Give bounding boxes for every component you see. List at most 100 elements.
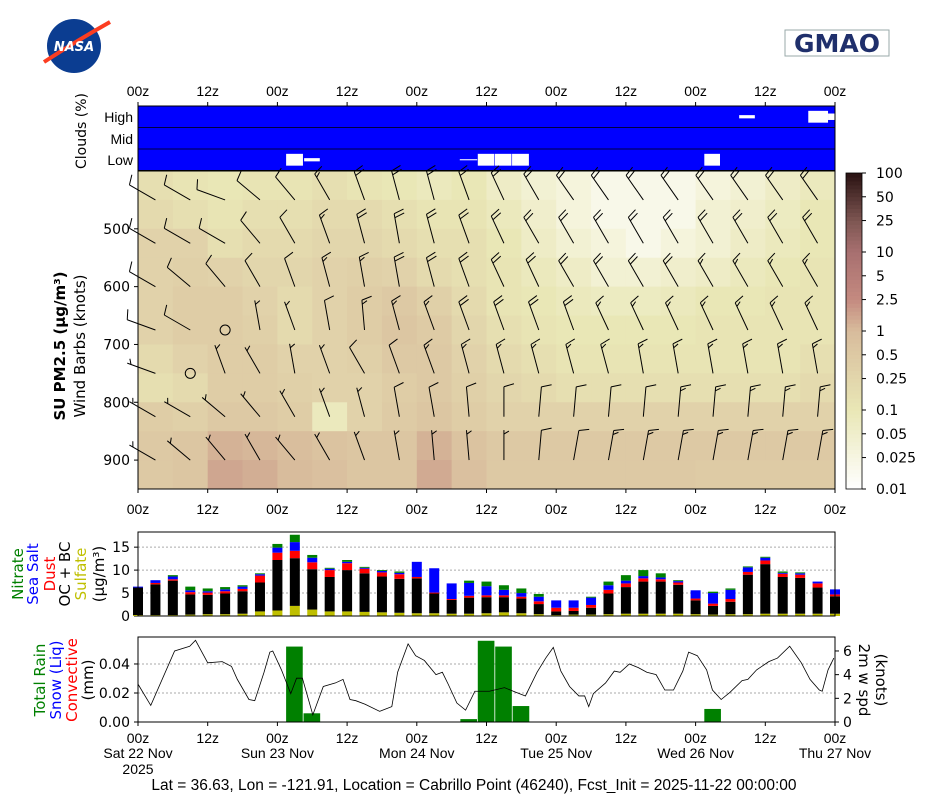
- pm25-cell: [556, 258, 591, 287]
- aerosol-bar-dust: [778, 574, 788, 577]
- pm25-cell: [521, 287, 556, 316]
- colorbar-tick-label: 0.05: [876, 427, 907, 443]
- aerosol-bar-oc-bc: [150, 584, 160, 615]
- pm25-cell: [277, 229, 312, 258]
- colorbar-segment: [846, 216, 862, 220]
- colorbar-segment: [846, 398, 862, 402]
- colorbar-tick-label: 25: [876, 214, 894, 230]
- aerosol-bar-oc-bc: [447, 600, 457, 614]
- colorbar-segment: [846, 406, 862, 410]
- pm25-cell: [382, 373, 417, 402]
- aerosol-bar-nitrate: [482, 582, 492, 587]
- colorbar-segment: [846, 213, 862, 217]
- time-tick-label: 12z: [754, 730, 777, 746]
- cloud-gap-high: [828, 114, 835, 120]
- aerosol-bar-oc-bc: [708, 606, 718, 615]
- pm25-cell: [730, 287, 765, 316]
- aerosol-bar-dust: [760, 560, 770, 564]
- aerosol-bar-sea-salt: [708, 593, 718, 604]
- cloud-gap-low: [304, 158, 320, 161]
- pm25-cell: [661, 287, 696, 316]
- pm25-cell: [312, 460, 347, 489]
- aerosol-bar-dust: [725, 599, 735, 602]
- aerosol-bar-nitrate: [743, 566, 753, 567]
- pm25-cell: [696, 344, 731, 373]
- pm25-cell: [452, 344, 487, 373]
- aerosol-bar-sea-salt: [743, 567, 753, 572]
- colorbar-segment: [846, 288, 862, 292]
- clouds-panel: [138, 106, 835, 171]
- colorbar-segment: [846, 422, 862, 426]
- pressure-tick-label: 900: [103, 453, 130, 469]
- pm25-cell: [417, 258, 452, 287]
- pm25-cell: [487, 287, 522, 316]
- pm25-cell: [312, 316, 347, 345]
- pm25-cell: [626, 287, 661, 316]
- pm25-cell: [765, 402, 800, 431]
- aerosol-bar-sea-salt: [342, 562, 352, 563]
- aerosol-bar-sea-salt: [447, 583, 457, 599]
- pm25-cell: [312, 373, 347, 402]
- pm25-cell: [277, 402, 312, 431]
- pm25-cell: [173, 460, 208, 489]
- aerosol-bar-sea-salt: [569, 600, 579, 607]
- pm25-cell: [452, 460, 487, 489]
- aerosol-bar-dust: [603, 590, 613, 594]
- aerosol-bar-dust: [482, 595, 492, 597]
- aerosol-bar-oc-bc: [325, 577, 335, 611]
- rain-bar: [304, 713, 321, 722]
- aerosol-bar-nitrate: [203, 588, 213, 591]
- aerosol-bar-oc-bc: [743, 575, 753, 614]
- pm25-cell: [243, 373, 278, 402]
- pm25-cell: [730, 229, 765, 258]
- colorbar-segment: [846, 355, 862, 359]
- colorbar-segment: [846, 303, 862, 307]
- colorbar-segment: [846, 446, 862, 450]
- rain-bar: [478, 641, 495, 722]
- colorbar-segment: [846, 209, 862, 213]
- time-tick-label: 12z: [754, 501, 777, 517]
- time-tick-label: 00z: [684, 501, 707, 517]
- pm25-cell: [382, 431, 417, 460]
- pm25-cell: [521, 229, 556, 258]
- date-label: Sat 22 Nov: [103, 745, 172, 761]
- colorbar-segment: [846, 193, 862, 197]
- pm25-cell: [173, 344, 208, 373]
- clouds-axis-label: Clouds (%): [74, 93, 90, 169]
- aerosol-bar-sea-salt: [621, 581, 631, 584]
- colorbar-segment: [846, 240, 862, 244]
- pm25-cell: [591, 373, 626, 402]
- pm25-cell: [452, 229, 487, 258]
- pressure-tick-label: 500: [103, 222, 130, 238]
- pm25-cell: [452, 316, 487, 345]
- colorbar-segment: [846, 248, 862, 252]
- colorbar-segment: [846, 319, 862, 323]
- aerosol-bar-dust: [813, 583, 823, 587]
- aerosol-bar-dust: [569, 608, 579, 611]
- year-label: 2025: [122, 761, 153, 777]
- aerosol-bar-sulfate: [255, 611, 265, 616]
- pm25-cell: [417, 402, 452, 431]
- pm25-cell: [243, 287, 278, 316]
- pm25-cell: [347, 171, 382, 200]
- aerosol-bar-dust: [638, 578, 648, 581]
- pm25-cell: [173, 287, 208, 316]
- pm25-cell: [173, 316, 208, 345]
- aerosol-bar-dust: [238, 589, 248, 591]
- pm25-cell: [556, 344, 591, 373]
- aerosol-bar-oc-bc: [168, 581, 178, 615]
- aerosol-bar-nitrate: [638, 570, 648, 576]
- aerosol-bar-dust: [499, 595, 509, 597]
- colorbar-segment: [846, 197, 862, 201]
- colorbar-tick-label: 0.1: [876, 403, 898, 419]
- colorbar-segment: [846, 295, 862, 299]
- colorbar-segment: [846, 228, 862, 232]
- pm25-cell: [661, 258, 696, 287]
- colorbar-segment: [846, 256, 862, 260]
- aerosol-bar-oc-bc: [516, 599, 526, 614]
- pm25-cell: [382, 258, 417, 287]
- aerosol-bar-sulfate: [377, 612, 387, 616]
- pm25-cell: [730, 373, 765, 402]
- aerosol-bar-sea-salt: [673, 581, 683, 582]
- aerosol-bar-nitrate: [725, 588, 735, 589]
